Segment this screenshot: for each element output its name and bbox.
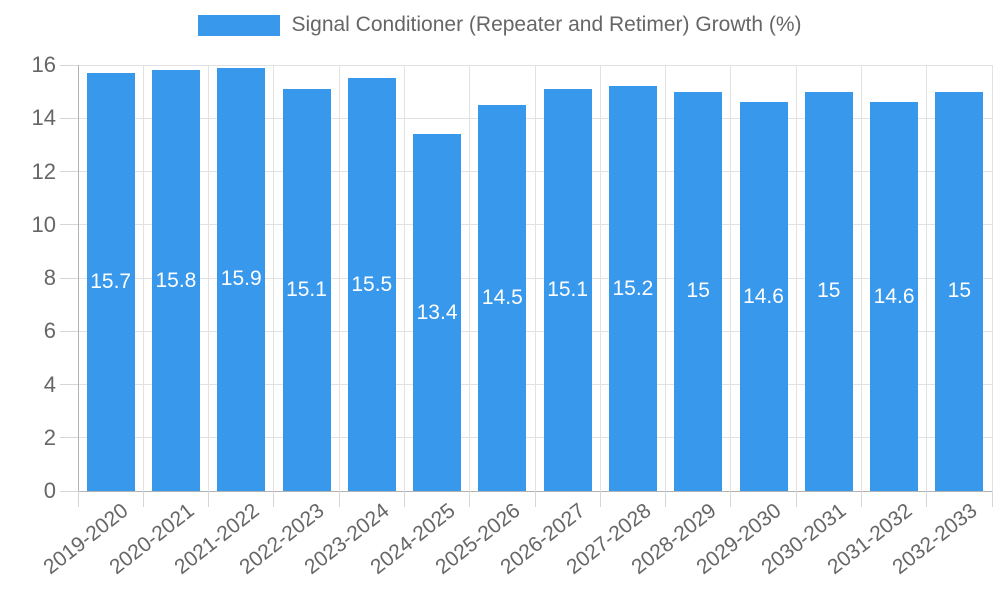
x-tick-mark [926, 491, 928, 507]
bar-value-label: 15.8 [155, 268, 197, 292]
bar-value-label: 15 [817, 279, 841, 303]
y-tick-label: 0 [43, 478, 56, 503]
x-tick-mark [665, 491, 667, 507]
y-tick-label: 8 [43, 265, 56, 290]
bar-value-label: 14.5 [481, 285, 523, 309]
y-tick-label: 4 [43, 371, 56, 397]
x-tick-mark [730, 491, 732, 507]
bar [674, 91, 723, 491]
bar [86, 72, 135, 491]
bar-value-label: 15.5 [351, 272, 393, 296]
y-tick-mark [60, 117, 78, 119]
x-gridline [795, 65, 797, 491]
x-gridline [273, 65, 275, 491]
x-tick-mark [991, 491, 993, 507]
x-gridline [599, 65, 601, 491]
x-gridline [142, 65, 144, 491]
bar [543, 88, 592, 491]
y-tick-mark [60, 384, 78, 385]
y-tick-label: 14 [31, 105, 56, 131]
x-gridline [469, 65, 471, 491]
legend-item[interactable]: Signal Conditioner (Repeater and Retimer… [198, 13, 802, 37]
x-gridline [860, 65, 862, 491]
x-tick-mark [860, 491, 862, 507]
legend: Signal Conditioner (Repeater and Retimer… [0, 13, 1000, 37]
x-gridline [534, 65, 536, 491]
y-tick-mark [60, 490, 78, 492]
bar [739, 102, 788, 491]
x-gridline [926, 65, 928, 491]
x-tick-mark [208, 491, 210, 507]
bar-value-label: 15.1 [286, 277, 327, 301]
x-tick-mark [795, 491, 797, 507]
y-tick-mark [60, 64, 78, 66]
x-gridline [208, 65, 210, 491]
x-tick-mark [599, 491, 601, 507]
x-gridline [665, 65, 667, 491]
y-tick-label: 2 [43, 424, 56, 450]
bar-value-label: 15.9 [220, 267, 262, 291]
bar [870, 102, 919, 491]
x-gridline [338, 65, 340, 491]
bar [347, 78, 396, 491]
bar-value-label: 15.2 [612, 276, 654, 300]
x-tick-mark [142, 491, 144, 507]
bar-value-label: 14.6 [743, 284, 784, 308]
x-tick-mark [338, 491, 340, 507]
x-gridline [403, 65, 405, 491]
legend-swatch-icon [198, 14, 281, 36]
bar-value-label: 15 [686, 279, 710, 303]
y-tick-label: 12 [31, 158, 56, 184]
bar [478, 104, 527, 491]
y-tick-label: 10 [31, 211, 56, 237]
x-tick-mark [403, 491, 405, 507]
y-tick-label: 6 [43, 318, 56, 344]
bar-value-label: 15.1 [547, 277, 589, 301]
bar [217, 67, 266, 491]
bar-value-label: 15 [947, 279, 972, 303]
bar [282, 88, 331, 491]
y-tick-mark [60, 224, 78, 226]
x-tick-mark [77, 491, 79, 507]
bar [935, 91, 984, 491]
y-tick-mark [60, 437, 78, 439]
legend-label: Signal Conditioner (Repeater and Retimer… [291, 13, 802, 36]
bar-value-label: 13.4 [416, 300, 458, 324]
bar [608, 86, 657, 491]
y-tick-mark [60, 171, 78, 172]
x-tick-mark [273, 491, 275, 507]
x-tick-mark [534, 491, 536, 507]
bar-value-label: 15.7 [90, 269, 132, 293]
y-axis-line [77, 65, 79, 491]
y-tick-mark [60, 277, 78, 279]
plot-area: 0 2 4 6 8 10 12 14 16 15.7 2019-2020 15.8 2020-2021 1… [32, 52, 993, 579]
x-gridline [730, 65, 732, 491]
y-tick-mark [60, 330, 78, 332]
x-gridline [991, 65, 993, 491]
bar-value-label: 14.6 [873, 284, 915, 308]
y-tick-label: 16 [31, 52, 56, 77]
bar [413, 134, 462, 491]
bar [151, 70, 200, 491]
bar [804, 91, 853, 491]
x-tick-mark [469, 491, 471, 507]
